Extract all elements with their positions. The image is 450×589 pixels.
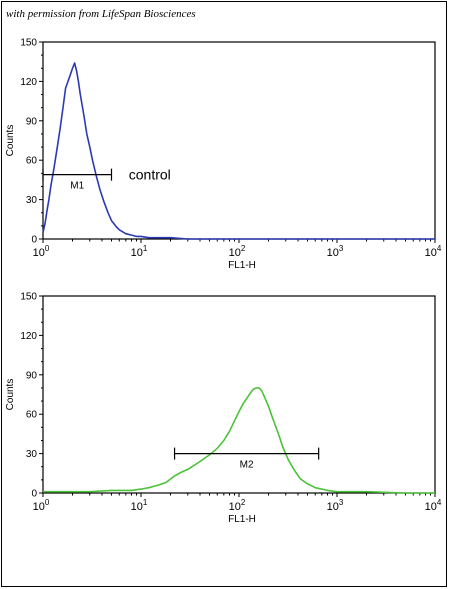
y-tick-label: 0 xyxy=(31,235,37,246)
y-tick-label: 90 xyxy=(26,370,38,381)
histogram-series-1 xyxy=(43,387,435,494)
x-tick-label: 103 xyxy=(327,498,344,513)
y-tick-label: 90 xyxy=(26,116,38,127)
y-axis-label: Counts xyxy=(5,379,16,411)
credit-text: with permission from LifeSpan Bioscience… xyxy=(6,8,196,20)
y-tick-label: 150 xyxy=(20,38,37,49)
y-tick-label: 60 xyxy=(26,410,38,421)
y-tick-label: 30 xyxy=(26,195,38,206)
x-tick-label: 104 xyxy=(425,244,442,259)
x-axis-label: FL1-H xyxy=(228,260,256,271)
x-axis-label: FL1-H xyxy=(228,514,256,525)
y-tick-label: 150 xyxy=(20,292,37,303)
gate-label: M2 xyxy=(240,460,254,471)
x-tick-label: 100 xyxy=(33,244,50,259)
histogram-panel-1: 0 30 60 90 120 150 100 101 102 103 104 FL1-H Counts M… xyxy=(5,38,442,272)
y-tick-label: 120 xyxy=(20,77,37,88)
histogram-panel-2: 0 30 60 90 120 150 100 101 102 103 104 FL1-H Counts M… xyxy=(5,292,442,526)
y-tick-label: 60 xyxy=(26,156,38,167)
y-tick-label: 120 xyxy=(20,331,37,342)
plot-area xyxy=(42,41,436,240)
y-axis-label: Counts xyxy=(5,125,16,157)
x-tick-label: 104 xyxy=(425,498,442,513)
x-tick-label: 102 xyxy=(229,498,246,513)
x-tick-label: 103 xyxy=(327,244,344,259)
annotation-text: control xyxy=(129,167,171,183)
histogram-series-1 xyxy=(42,62,435,240)
x-tick-label: 101 xyxy=(131,498,148,513)
x-tick-label: 100 xyxy=(33,498,50,513)
x-tick-label: 102 xyxy=(229,244,246,259)
y-tick-label: 30 xyxy=(26,449,38,460)
gate-label: M1 xyxy=(70,181,84,192)
x-tick-label: 101 xyxy=(131,244,148,259)
y-tick-label: 0 xyxy=(31,489,37,500)
